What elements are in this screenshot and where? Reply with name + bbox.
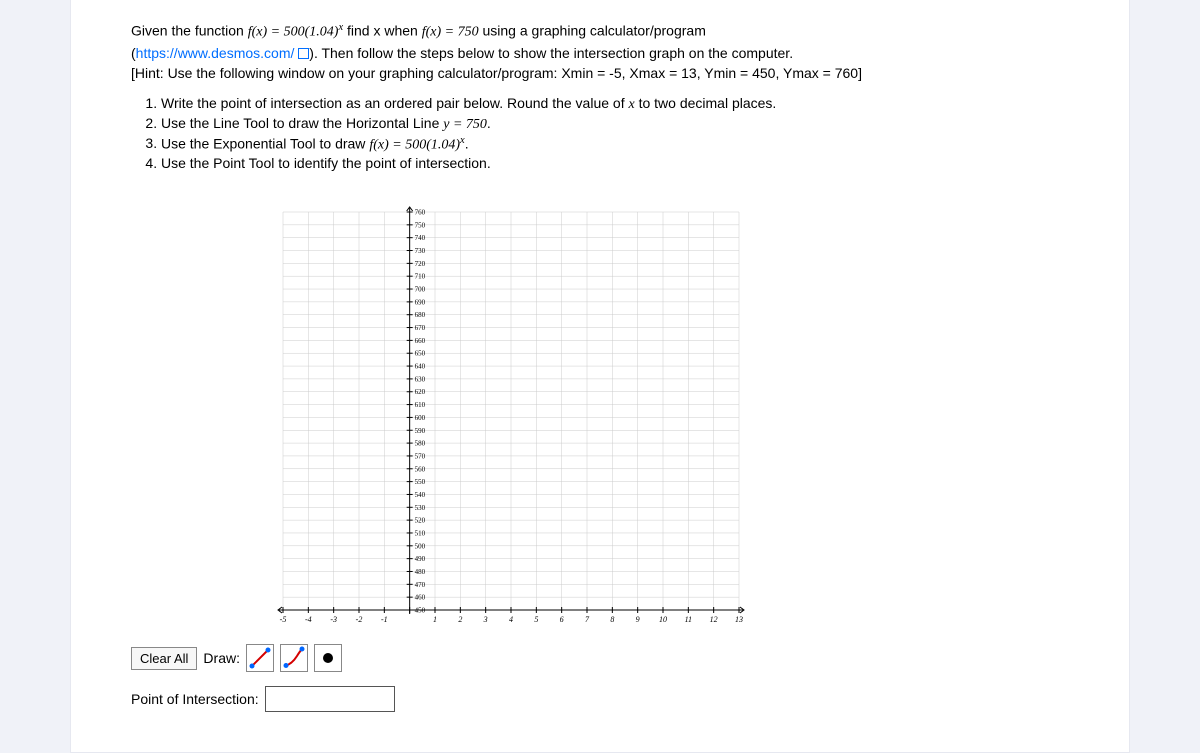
svg-text:460: 460	[415, 594, 426, 602]
svg-text:660: 660	[415, 337, 426, 345]
drawing-toolbar: Clear All Draw:	[131, 644, 1069, 672]
exponential-tool-icon	[282, 646, 306, 670]
svg-text:590: 590	[415, 427, 426, 435]
external-link-icon	[298, 48, 309, 59]
svg-text:710: 710	[415, 273, 426, 281]
answer-row: Point of Intersection:	[131, 686, 1069, 712]
text: .	[465, 135, 469, 151]
svg-text:450: 450	[415, 607, 426, 615]
draw-label: Draw:	[203, 650, 240, 666]
svg-text:610: 610	[415, 401, 426, 409]
text: to two decimal places.	[635, 95, 777, 111]
svg-text:730: 730	[415, 247, 426, 255]
svg-text:-4: -4	[305, 615, 312, 624]
svg-text:3: 3	[483, 615, 488, 624]
svg-text:-1: -1	[381, 615, 388, 624]
point-tool-button[interactable]	[314, 644, 342, 672]
text: Use the Exponential Tool to draw	[161, 135, 369, 151]
svg-text:760: 760	[415, 209, 426, 217]
svg-text:490: 490	[415, 555, 426, 563]
svg-text:2: 2	[458, 615, 462, 624]
svg-text:620: 620	[415, 388, 426, 396]
coordinate-grid: 4604704804905005105205305405505605705805…	[131, 202, 757, 632]
text: find x when	[343, 23, 422, 39]
text: .	[487, 115, 491, 131]
intersection-input[interactable]	[265, 686, 395, 712]
line-tool-button[interactable]	[246, 644, 274, 672]
text: Write the point of intersection as an or…	[161, 95, 628, 111]
exponential-tool-button[interactable]	[280, 644, 308, 672]
svg-text:690: 690	[415, 299, 426, 307]
equation: f(x) = 500(1.04)	[248, 25, 339, 40]
svg-text:480: 480	[415, 568, 426, 576]
svg-text:540: 540	[415, 491, 426, 499]
svg-text:740: 740	[415, 234, 426, 242]
svg-text:580: 580	[415, 440, 426, 448]
svg-text:630: 630	[415, 376, 426, 384]
svg-text:650: 650	[415, 350, 426, 358]
hint-text: [Hint: Use the following window on your …	[131, 65, 862, 81]
svg-text:470: 470	[415, 581, 426, 589]
svg-text:640: 640	[415, 363, 426, 371]
svg-text:7: 7	[585, 615, 590, 624]
svg-text:9: 9	[636, 615, 640, 624]
step-4: Use the Point Tool to identify the point…	[161, 154, 1069, 172]
svg-text:600: 600	[415, 414, 426, 422]
svg-text:6: 6	[560, 615, 564, 624]
svg-text:700: 700	[415, 286, 426, 294]
step-2: Use the Line Tool to draw the Horizontal…	[161, 114, 1069, 134]
svg-text:530: 530	[415, 504, 426, 512]
clear-all-button[interactable]: Clear All	[131, 647, 197, 670]
text: using a graphing calculator/program	[479, 23, 706, 39]
svg-text:5: 5	[534, 615, 538, 624]
svg-text:670: 670	[415, 324, 426, 332]
svg-text:550: 550	[415, 478, 426, 486]
svg-text:680: 680	[415, 311, 426, 319]
text: Use the Line Tool to draw the Horizontal…	[161, 115, 443, 131]
svg-text:8: 8	[610, 615, 614, 624]
svg-text:510: 510	[415, 530, 426, 538]
svg-text:-3: -3	[330, 615, 337, 624]
svg-text:570: 570	[415, 453, 426, 461]
line-tool-icon	[248, 646, 272, 670]
problem-container: Given the function f(x) = 500(1.04)x fin…	[70, 0, 1130, 753]
svg-text:560: 560	[415, 465, 426, 473]
text: Given the function	[131, 23, 248, 39]
svg-text:4: 4	[509, 615, 513, 624]
svg-text:520: 520	[415, 517, 426, 525]
svg-text:720: 720	[415, 260, 426, 268]
problem-statement: Given the function f(x) = 500(1.04)x fin…	[131, 20, 1069, 84]
svg-text:500: 500	[415, 543, 426, 551]
svg-text:10: 10	[659, 615, 667, 624]
desmos-link[interactable]: https://www.desmos.com/	[136, 45, 310, 61]
link-text: https://www.desmos.com/	[136, 45, 295, 61]
svg-text:750: 750	[415, 222, 426, 230]
equation: f(x) = 500(1.04)	[369, 137, 460, 152]
svg-text:-5: -5	[280, 615, 287, 624]
graph-area[interactable]: 4604704804905005105205305405505605705805…	[131, 202, 1069, 632]
svg-text:11: 11	[685, 615, 692, 624]
point-tool-icon	[316, 646, 340, 670]
svg-text:1: 1	[433, 615, 437, 624]
step-1: Write the point of intersection as an or…	[161, 94, 1069, 114]
answer-label: Point of Intersection:	[131, 691, 259, 707]
step-3: Use the Exponential Tool to draw f(x) = …	[161, 134, 1069, 155]
text: ). Then follow the steps below to show t…	[309, 45, 793, 61]
steps-list: Write the point of intersection as an or…	[161, 94, 1069, 173]
svg-text:-2: -2	[356, 615, 363, 624]
equation: f(x) = 750	[422, 25, 479, 40]
svg-text:13: 13	[735, 615, 743, 624]
equation: y = 750	[443, 117, 487, 132]
svg-text:12: 12	[710, 615, 718, 624]
